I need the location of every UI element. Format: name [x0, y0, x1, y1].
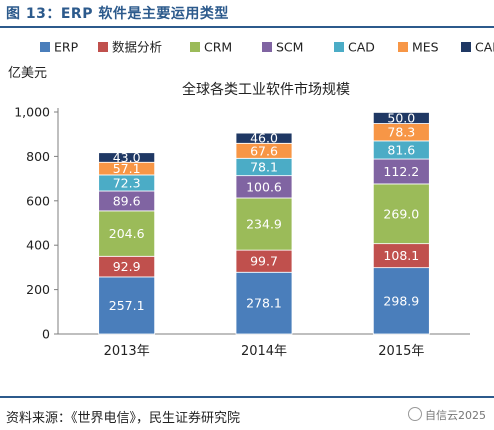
data-label-3-6: 78.3: [387, 125, 415, 140]
data-label-3-3: 269.0: [383, 206, 419, 221]
source-note: 资料来源：《世界电信》，民生证券研究院: [6, 411, 241, 426]
legend-label-6: MES: [412, 40, 439, 55]
y-axis-label: 亿美元: [8, 66, 47, 81]
data-label-2-1: 278.1: [246, 296, 282, 311]
data-label-2-6: 67.6: [250, 143, 278, 158]
data-label-2-2: 99.7: [250, 254, 278, 269]
legend-label-1: ERP: [54, 40, 79, 55]
data-label-2-3: 234.9: [246, 217, 282, 232]
data-label-2-7: 46.0: [250, 131, 278, 146]
y-tick-label: 800: [26, 149, 50, 164]
legend-swatch-2: [98, 42, 108, 52]
bar-2-7: [235, 132, 293, 144]
legend-label-2: 数据分析: [112, 40, 162, 55]
y-tick-label: 1,000: [14, 105, 50, 120]
x-tick-label-3: 2015年: [378, 344, 424, 359]
y-tick-label: 0: [42, 327, 50, 342]
data-label-1-1: 257.1: [109, 298, 145, 313]
data-label-2-5: 78.1: [250, 159, 278, 174]
y-tick-label: 600: [26, 193, 50, 208]
legend-label-4: SCM: [276, 40, 303, 55]
bar-3-3: [372, 183, 430, 245]
watermark-text: 自信云2025: [425, 409, 486, 422]
bar-3-1: [372, 267, 430, 335]
y-tick-label: 200: [26, 282, 50, 297]
data-label-1-5: 72.3: [113, 175, 141, 190]
legend-swatch-4: [262, 42, 272, 52]
figure-title-bar: 图 13：ERP 软件是主要运用类型: [0, 0, 494, 28]
data-label-3-5: 81.6: [387, 142, 415, 157]
legend-label-3: CRM: [204, 40, 232, 55]
data-label-1-4: 89.6: [113, 193, 141, 208]
legend-swatch-7: [461, 42, 471, 52]
data-label-1-7: 43.0: [113, 150, 141, 165]
data-label-3-4: 112.2: [383, 164, 419, 179]
data-label-3-7: 50.0: [387, 110, 415, 125]
y-tick-label: 400: [26, 238, 50, 253]
figure-title: 图 13：ERP 软件是主要运用类型: [6, 6, 229, 22]
bar-2-3: [235, 197, 293, 251]
x-tick-label-2: 2014年: [241, 344, 287, 359]
footer: 资料来源：《世界电信》，民生证券研究院 自信云2025: [0, 396, 494, 430]
legend-swatch-1: [40, 42, 50, 52]
data-label-3-2: 108.1: [383, 248, 419, 263]
data-label-1-6: 57.1: [113, 161, 141, 176]
legend-swatch-3: [190, 42, 200, 52]
data-label-1-3: 204.6: [109, 226, 145, 241]
data-label-1-2: 92.9: [113, 259, 141, 274]
bar-3-7: [372, 112, 430, 124]
data-label-3-1: 298.9: [383, 293, 419, 308]
legend-label-5: CAD: [348, 40, 375, 55]
legend-swatch-6: [398, 42, 408, 52]
legend-label-7: CAE: [475, 40, 494, 55]
bar-1-3: [98, 210, 156, 257]
bar-3-4: [372, 158, 430, 185]
data-label-2-4: 100.6: [246, 179, 282, 194]
watermark: 自信云2025: [408, 407, 486, 423]
chart-title: 全球各类工业软件市场规模: [182, 81, 350, 98]
watermark-logo-icon: [408, 407, 422, 421]
legend-swatch-5: [334, 42, 344, 52]
bar-1-7: [98, 152, 156, 163]
x-tick-label-1: 2013年: [104, 344, 150, 359]
